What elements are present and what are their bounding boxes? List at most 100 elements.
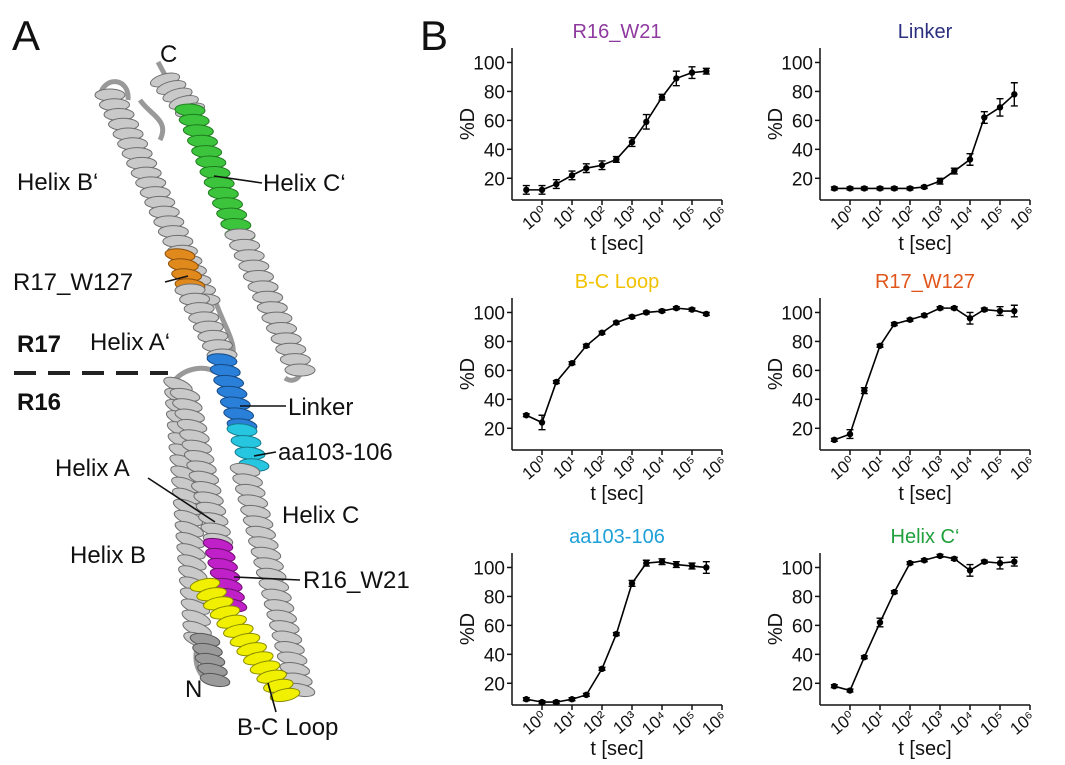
data-point — [831, 185, 838, 192]
helix-turn — [269, 687, 301, 703]
helix-label: Helix A — [55, 455, 130, 482]
x-tick-label: 10⁰ — [519, 707, 551, 738]
helix-label: Helix A‘ — [90, 329, 170, 356]
data-point — [538, 186, 546, 194]
data-point — [936, 552, 944, 560]
leader-line — [164, 275, 189, 283]
x-tick-label: 10¹ — [550, 202, 581, 233]
data-point — [876, 342, 884, 349]
data-point — [1011, 558, 1018, 565]
data-point — [951, 555, 958, 562]
data-point — [1011, 307, 1018, 315]
y-tick-label: 80 — [484, 332, 505, 353]
site-label: R16_W21 — [303, 567, 410, 594]
x-tick-label: 10⁴ — [638, 708, 670, 739]
data-point — [598, 162, 606, 169]
data-point — [846, 687, 854, 694]
x-tick-label: 10³ — [610, 202, 641, 233]
data-point — [1011, 91, 1018, 98]
chart-title: B-C Loop — [575, 271, 660, 293]
chart-title: R17_W127 — [875, 271, 975, 293]
data-point — [583, 691, 590, 699]
x-tick-label: 10⁰ — [519, 202, 551, 233]
x-tick-label: 10³ — [610, 707, 641, 738]
y-tick-label: 100 — [473, 53, 505, 74]
data-point — [643, 309, 650, 316]
y-tick-label: 60 — [792, 111, 813, 132]
data-point — [523, 412, 530, 419]
data-point — [568, 359, 576, 367]
data-line — [834, 307, 1015, 441]
data-point — [613, 630, 620, 638]
y-tick-label: 20 — [484, 674, 505, 695]
x-tick-label: 10⁵ — [976, 453, 1008, 484]
data-point — [996, 307, 1004, 315]
y-tick-label: 80 — [484, 587, 505, 608]
data-point — [951, 304, 958, 312]
data-point — [553, 698, 560, 706]
data-point — [981, 114, 988, 121]
data-point — [891, 185, 898, 192]
data-point — [523, 696, 530, 703]
data-point — [861, 387, 868, 394]
data-point — [583, 164, 590, 172]
helix-turn — [284, 363, 316, 377]
x-tick-label: 10⁶ — [699, 708, 731, 739]
data-point — [568, 172, 576, 179]
x-axis-label: t [sec] — [898, 483, 951, 505]
x-tick-label: 10² — [580, 202, 611, 233]
data-point — [906, 185, 914, 192]
site-label: R17_W127 — [13, 269, 133, 296]
data-point — [981, 306, 988, 313]
data-point — [658, 307, 666, 315]
x-axis-label: t [sec] — [590, 233, 643, 255]
data-point — [538, 419, 546, 426]
panel-label: A — [12, 12, 40, 59]
repeat-label: R16 — [17, 389, 61, 416]
y-tick-label: 40 — [792, 140, 813, 161]
y-tick-label: 80 — [792, 332, 813, 353]
data-point — [921, 312, 928, 319]
x-tick-label: 10⁵ — [668, 708, 700, 739]
x-tick-label: 10⁰ — [827, 707, 859, 738]
x-tick-label: 10⁴ — [946, 453, 978, 484]
data-point — [613, 156, 620, 163]
x-tick-label: 10¹ — [858, 202, 889, 233]
x-tick-label: 10⁶ — [699, 453, 731, 484]
x-axis-label: t [sec] — [590, 483, 643, 505]
data-point — [921, 183, 928, 191]
x-tick-label: 10² — [580, 452, 611, 483]
x-tick-label: 10³ — [918, 707, 949, 738]
helix-label: Helix B — [70, 542, 146, 569]
data-point — [523, 186, 530, 194]
x-tick-label: 10⁴ — [946, 203, 978, 234]
x-tick-label: 10¹ — [858, 707, 889, 738]
x-tick-label: 10⁶ — [699, 203, 731, 234]
y-tick-label: 100 — [781, 558, 813, 579]
data-point — [673, 75, 680, 82]
x-tick-label: 10³ — [610, 452, 641, 483]
data-point — [643, 118, 650, 126]
x-tick-label: 10⁰ — [519, 452, 551, 483]
data-point — [831, 682, 838, 690]
leader-line — [147, 477, 216, 523]
x-tick-label: 10⁶ — [1007, 708, 1039, 739]
x-axis-label: t [sec] — [898, 738, 951, 760]
y-tick-label: 100 — [473, 303, 505, 324]
data-point — [966, 315, 974, 322]
x-tick-label: 10⁴ — [638, 203, 670, 234]
leader-line — [213, 175, 263, 184]
x-tick-label: 10¹ — [550, 452, 581, 483]
data-point — [628, 580, 636, 587]
y-tick-label: 20 — [792, 419, 813, 440]
terminus-label: N — [185, 676, 202, 703]
y-tick-label: 20 — [484, 419, 505, 440]
site-label: aa103-106 — [278, 439, 393, 466]
helix-label: Helix C — [282, 502, 359, 529]
chart-title: aa103-106 — [569, 526, 665, 548]
data-point — [906, 316, 914, 323]
y-tick-label: 80 — [484, 82, 505, 103]
data-point — [936, 304, 944, 312]
chart-title: Helix C‘ — [891, 526, 960, 548]
